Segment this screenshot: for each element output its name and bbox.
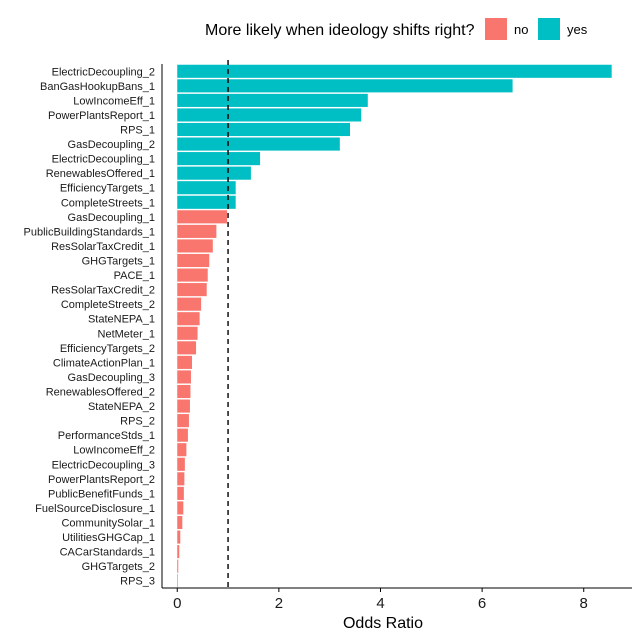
y-tick-label: RenewablesOffered_1: [46, 168, 155, 180]
y-tick-label: PublicBuildingStandards_1: [24, 226, 155, 238]
y-tick-label: PACE_1: [114, 270, 155, 282]
bar-ResSolarTaxCredit_2: [177, 283, 207, 297]
y-tick-label: CompleteStreets_1: [61, 197, 155, 209]
bar-ElectricDecoupling_2: [177, 64, 612, 78]
bar-GasDecoupling_2: [177, 137, 340, 151]
bar-RenewablesOffered_2: [177, 384, 191, 399]
bar-BanGasHookupBans_1: [177, 79, 513, 93]
bar-GHGTargets_1: [177, 253, 210, 268]
x-axis-title: Odds Ratio: [343, 615, 423, 632]
y-tick-label: EfficiencyTargets_1: [60, 183, 155, 195]
bar-LowIncomeEff_1: [177, 93, 368, 107]
bar-PowerPlantsReport_2: [177, 472, 185, 486]
legend: More likely when ideology shifts right? …: [205, 18, 588, 40]
bar-GasDecoupling_3: [177, 370, 191, 384]
bar-GHGTargets_2: [177, 559, 179, 573]
bar-PublicBuildingStandards_1: [177, 224, 217, 238]
x-tick-label: 2: [275, 595, 283, 612]
y-tick-label: GHGTargets_2: [82, 561, 155, 573]
bar-RPS_3: [177, 574, 178, 588]
bar-ElectricDecoupling_1: [177, 152, 261, 166]
y-tick-label: PublicBenefitFunds_1: [48, 488, 155, 500]
bar-ElectricDecoupling_3: [177, 457, 185, 471]
y-tick-label: ResSolarTaxCredit_1: [51, 241, 155, 253]
y-tick-label: PowerPlantsReport_1: [48, 110, 155, 122]
legend-swatch-no: [485, 18, 507, 40]
bars-group: [177, 64, 612, 588]
y-tick-label: ElectricDecoupling_3: [52, 459, 155, 471]
y-tick-labels: ElectricDecoupling_2 BanGasHookupBans_1 Lo…: [24, 66, 155, 587]
y-tick-label: LowIncomeEff_2: [73, 445, 155, 457]
bar-NetMeter_1: [177, 326, 198, 340]
bar-PowerPlantsReport_1: [177, 108, 362, 122]
bar-PublicBenefitFunds_1: [177, 486, 184, 500]
bar-LowIncomeEff_2: [177, 443, 187, 457]
y-tick-label: CompleteStreets_2: [61, 299, 155, 311]
bar-GasDecoupling_1: [177, 210, 228, 224]
bar-RPS_2: [177, 414, 189, 428]
bar-EfficiencyTargets_1: [177, 181, 236, 195]
x-axis: 0 2 4 6 8: [162, 587, 632, 612]
y-tick-label: ResSolarTaxCredit_2: [51, 285, 155, 297]
bar-StateNEPA_2: [177, 399, 190, 413]
y-tick-label: GasDecoupling_3: [68, 372, 155, 384]
legend-label-yes: yes: [567, 22, 588, 37]
y-tick-label: BanGasHookupBans_1: [40, 81, 155, 93]
bar-RenewablesOffered_1: [177, 166, 251, 180]
y-tick-label: CommunitySolar_1: [61, 518, 155, 530]
y-tick-label: UtilitiesGHGCap_1: [62, 532, 155, 544]
legend-label-no: no: [514, 22, 528, 37]
y-tick-label: PowerPlantsReport_2: [48, 474, 155, 486]
y-tick-label: EfficiencyTargets_2: [60, 343, 155, 355]
y-tick-label: RPS_1: [120, 125, 155, 137]
y-tick-label: LowIncomeEff_1: [73, 95, 155, 107]
y-tick-label: FuelSourceDisclosure_1: [35, 503, 155, 515]
y-tick-label: RPS_3: [120, 576, 155, 588]
x-tick-label: 0: [173, 595, 181, 612]
x-tick-label: 4: [376, 595, 384, 612]
y-tick-label: GasDecoupling_2: [68, 139, 155, 151]
y-tick-label: RenewablesOffered_2: [46, 387, 155, 399]
bar-EfficiencyTargets_2: [177, 341, 197, 355]
bar-FuelSourceDisclosure_1: [177, 501, 184, 515]
bar-PACE_1: [177, 268, 208, 282]
y-tick-label: NetMeter_1: [98, 328, 155, 340]
y-tick-label: ClimateActionPlan_1: [53, 357, 155, 369]
bar-RPS_1: [177, 122, 350, 137]
y-tick-label: StateNEPA_2: [88, 401, 155, 413]
y-tick-label: ElectricDecoupling_2: [52, 66, 155, 78]
y-tick-label: GasDecoupling_1: [68, 212, 155, 224]
bar-ClimateActionPlan_1: [177, 355, 192, 369]
bar-StateNEPA_1: [177, 312, 200, 326]
y-tick-label: GHGTargets_1: [82, 256, 155, 268]
bar-ResSolarTaxCredit_1: [177, 239, 213, 253]
legend-swatch-yes: [538, 18, 560, 40]
bar-CompleteStreets_1: [177, 195, 236, 209]
y-tick-label: StateNEPA_1: [88, 314, 155, 326]
y-tick-label: RPS_2: [120, 416, 155, 428]
bar-UtilitiesGHGCap_1: [177, 530, 181, 544]
y-tick-label: CACarStandards_1: [60, 547, 155, 559]
x-tick-label: 8: [580, 595, 588, 612]
bar-CACarStandards_1: [177, 545, 180, 559]
legend-title: More likely when ideology shifts right?: [205, 22, 475, 39]
y-tick-label: ElectricDecoupling_1: [52, 154, 155, 166]
bar-CompleteStreets_2: [177, 297, 202, 311]
x-tick-label: 6: [478, 595, 486, 612]
bar-CommunitySolar_1: [177, 515, 183, 530]
bar-PerformanceStds_1: [177, 428, 188, 442]
y-tick-label: PerformanceStds_1: [58, 430, 155, 442]
